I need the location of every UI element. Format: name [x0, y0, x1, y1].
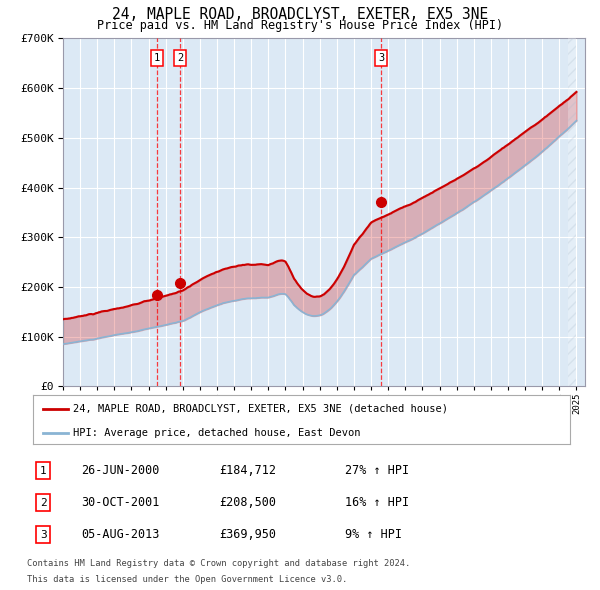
- Text: £369,950: £369,950: [219, 528, 276, 541]
- Text: Contains HM Land Registry data © Crown copyright and database right 2024.: Contains HM Land Registry data © Crown c…: [27, 559, 410, 568]
- Text: This data is licensed under the Open Government Licence v3.0.: This data is licensed under the Open Gov…: [27, 575, 347, 584]
- Text: 1: 1: [154, 53, 160, 63]
- Text: 27% ↑ HPI: 27% ↑ HPI: [345, 464, 409, 477]
- Text: £208,500: £208,500: [219, 496, 276, 509]
- Text: 24, MAPLE ROAD, BROADCLYST, EXETER, EX5 3NE (detached house): 24, MAPLE ROAD, BROADCLYST, EXETER, EX5 …: [73, 404, 448, 414]
- Text: 26-JUN-2000: 26-JUN-2000: [81, 464, 160, 477]
- Text: 9% ↑ HPI: 9% ↑ HPI: [345, 528, 402, 541]
- Text: 3: 3: [378, 53, 384, 63]
- Text: 2: 2: [40, 498, 47, 507]
- Text: HPI: Average price, detached house, East Devon: HPI: Average price, detached house, East…: [73, 428, 361, 438]
- Text: 16% ↑ HPI: 16% ↑ HPI: [345, 496, 409, 509]
- Text: Price paid vs. HM Land Registry's House Price Index (HPI): Price paid vs. HM Land Registry's House …: [97, 19, 503, 32]
- Text: 24, MAPLE ROAD, BROADCLYST, EXETER, EX5 3NE: 24, MAPLE ROAD, BROADCLYST, EXETER, EX5 …: [112, 7, 488, 22]
- Text: 1: 1: [40, 466, 47, 476]
- Text: 30-OCT-2001: 30-OCT-2001: [81, 496, 160, 509]
- Text: 05-AUG-2013: 05-AUG-2013: [81, 528, 160, 541]
- Text: 3: 3: [40, 530, 47, 539]
- Text: £184,712: £184,712: [219, 464, 276, 477]
- Text: 2: 2: [177, 53, 183, 63]
